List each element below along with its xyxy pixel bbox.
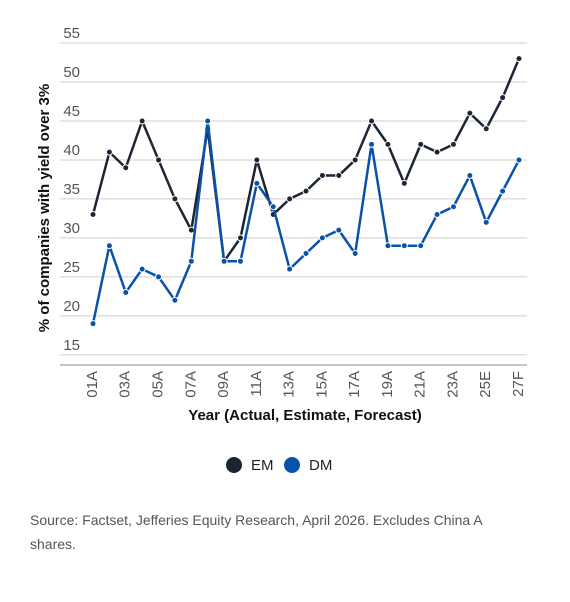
data-point xyxy=(105,148,113,156)
data-point xyxy=(368,140,376,148)
data-point xyxy=(155,273,163,281)
data-point xyxy=(466,109,474,117)
x-tick-label: 15A xyxy=(313,371,330,398)
data-point xyxy=(187,226,195,234)
y-tick-label: 45 xyxy=(63,103,80,120)
data-point xyxy=(499,94,507,102)
data-point xyxy=(400,179,408,187)
data-point xyxy=(515,156,523,164)
data-point xyxy=(384,140,392,148)
data-point xyxy=(368,117,376,125)
data-point xyxy=(89,320,97,328)
x-tick-label: 11A xyxy=(248,371,265,397)
data-point xyxy=(449,203,457,211)
x-tick-label: 19A xyxy=(379,371,396,398)
data-point xyxy=(105,242,113,250)
data-point xyxy=(138,265,146,273)
x-axis-title: Year (Actual, Estimate, Forecast) xyxy=(188,407,421,424)
data-point xyxy=(351,250,359,258)
data-point xyxy=(482,218,490,226)
y-tick-label: 55 xyxy=(63,25,80,42)
data-point xyxy=(433,211,441,219)
legend-marker xyxy=(226,457,242,473)
data-point xyxy=(220,257,228,265)
legend-label: EM xyxy=(251,457,274,474)
y-tick-label: 35 xyxy=(63,181,80,198)
data-point xyxy=(302,187,310,195)
data-point xyxy=(187,257,195,265)
x-tick-label: 13A xyxy=(281,371,298,398)
data-point xyxy=(515,55,523,63)
data-point xyxy=(236,257,244,265)
y-tick-label: 20 xyxy=(63,298,80,315)
data-point xyxy=(89,211,97,219)
data-point xyxy=(253,179,261,187)
data-point xyxy=(236,234,244,242)
x-tick-label: 03A xyxy=(117,371,134,398)
data-point xyxy=(482,125,490,133)
x-tick-label: 25E xyxy=(477,371,494,398)
y-tick-label: 30 xyxy=(63,220,80,237)
data-point xyxy=(318,172,326,180)
y-tick-label: 25 xyxy=(63,259,80,276)
y-axis-title: % of companies with yield over 3% xyxy=(36,84,53,332)
x-tick-label: 07A xyxy=(182,371,199,398)
data-point xyxy=(204,117,212,125)
data-point xyxy=(400,242,408,250)
data-point xyxy=(122,288,130,296)
x-tick-label: 05A xyxy=(150,371,167,398)
x-tick-label: 09A xyxy=(215,371,232,398)
data-point xyxy=(417,242,425,250)
legend-label: DM xyxy=(309,457,332,474)
source-note: Source: Factset, Jefferies Equity Resear… xyxy=(30,512,482,552)
data-point xyxy=(286,195,294,203)
data-point xyxy=(269,203,277,211)
data-point xyxy=(384,242,392,250)
x-tick-label: 21A xyxy=(412,371,429,398)
data-point xyxy=(466,172,474,180)
legend-marker xyxy=(284,457,300,473)
y-tick-label: 50 xyxy=(63,64,80,81)
y-tick-label: 15 xyxy=(63,337,80,354)
data-point xyxy=(253,156,261,164)
data-point xyxy=(351,156,359,164)
y-tick-label: 40 xyxy=(63,142,80,159)
data-point xyxy=(155,156,163,164)
series-line xyxy=(91,119,521,324)
data-point xyxy=(302,250,310,258)
data-point xyxy=(318,234,326,242)
data-point xyxy=(138,117,146,125)
data-point xyxy=(335,226,343,234)
x-tick-label: 27F xyxy=(510,371,527,397)
data-point xyxy=(449,140,457,148)
x-tick-label: 17A xyxy=(346,371,363,398)
data-point xyxy=(286,265,294,273)
chart: Year (Actual, Estimate, Forecast) % of c… xyxy=(36,25,527,474)
data-point xyxy=(171,296,179,304)
data-point xyxy=(122,164,130,172)
x-tick-label: 23A xyxy=(444,371,461,398)
data-point xyxy=(499,187,507,195)
data-point xyxy=(417,140,425,148)
data-point xyxy=(433,148,441,156)
data-point xyxy=(171,195,179,203)
x-tick-label: 01A xyxy=(84,371,101,398)
data-point xyxy=(335,172,343,180)
